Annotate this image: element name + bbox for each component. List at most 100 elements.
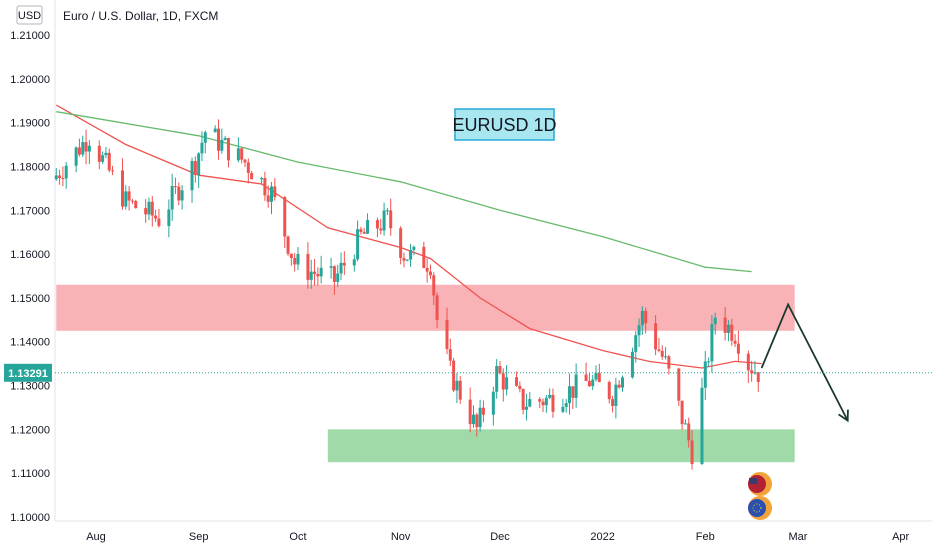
- candle[interactable]: [58, 169, 62, 185]
- candle[interactable]: [597, 363, 601, 383]
- candle[interactable]: [594, 365, 598, 382]
- candle[interactable]: [574, 363, 578, 408]
- candle[interactable]: [399, 226, 403, 265]
- candle[interactable]: [283, 196, 287, 249]
- candle[interactable]: [435, 292, 439, 329]
- candle[interactable]: [614, 377, 618, 419]
- candle[interactable]: [551, 388, 555, 418]
- candle[interactable]: [409, 243, 413, 267]
- candle[interactable]: [177, 182, 181, 206]
- candle[interactable]: [677, 367, 681, 406]
- candle[interactable]: [611, 395, 615, 413]
- candle[interactable]: [657, 338, 661, 353]
- candle[interactable]: [746, 350, 750, 383]
- candle[interactable]: [478, 399, 482, 432]
- candle[interactable]: [250, 170, 254, 180]
- candle[interactable]: [521, 388, 525, 415]
- candle[interactable]: [223, 135, 227, 141]
- candle[interactable]: [667, 354, 671, 375]
- candle[interactable]: [405, 259, 409, 262]
- candle[interactable]: [584, 362, 588, 382]
- candle[interactable]: [680, 400, 684, 431]
- candle[interactable]: [270, 182, 273, 215]
- candle[interactable]: [524, 393, 528, 421]
- candle[interactable]: [445, 307, 449, 355]
- candle[interactable]: [203, 130, 207, 154]
- candle[interactable]: [111, 165, 115, 176]
- annotation-box[interactable]: EURUSD 1D: [452, 108, 557, 141]
- candle[interactable]: [220, 128, 224, 154]
- candle[interactable]: [538, 397, 542, 408]
- candle[interactable]: [81, 135, 85, 157]
- candle[interactable]: [197, 152, 201, 189]
- candle[interactable]: [375, 217, 379, 238]
- candle[interactable]: [240, 147, 244, 164]
- candle[interactable]: [564, 399, 568, 413]
- candle[interactable]: [273, 178, 277, 201]
- candle[interactable]: [561, 398, 565, 414]
- candle[interactable]: [455, 373, 459, 404]
- candle[interactable]: [124, 185, 128, 210]
- candle[interactable]: [471, 405, 475, 428]
- candle[interactable]: [505, 365, 509, 396]
- candle[interactable]: [170, 173, 174, 221]
- candle[interactable]: [425, 258, 429, 283]
- candle[interactable]: [607, 380, 611, 404]
- candle[interactable]: [74, 146, 78, 173]
- candle[interactable]: [359, 226, 363, 235]
- candle[interactable]: [101, 151, 105, 165]
- candle[interactable]: [352, 254, 356, 272]
- candle[interactable]: [412, 245, 416, 256]
- candle[interactable]: [260, 176, 264, 185]
- candle[interactable]: [296, 246, 300, 270]
- candle[interactable]: [571, 386, 575, 409]
- candle[interactable]: [690, 430, 694, 470]
- candle[interactable]: [687, 417, 691, 448]
- candle[interactable]: [402, 252, 406, 268]
- candle[interactable]: [263, 171, 267, 201]
- candle[interactable]: [548, 388, 552, 400]
- candle[interactable]: [448, 338, 452, 367]
- candle[interactable]: [432, 272, 436, 306]
- candle[interactable]: [120, 158, 124, 210]
- candle[interactable]: [144, 199, 148, 223]
- candle[interactable]: [107, 148, 111, 173]
- candle[interactable]: [366, 213, 370, 235]
- candle[interactable]: [104, 147, 108, 159]
- candle[interactable]: [640, 306, 644, 335]
- candle[interactable]: [750, 360, 754, 382]
- candle[interactable]: [180, 185, 184, 210]
- candle[interactable]: [157, 208, 161, 228]
- candle[interactable]: [634, 331, 638, 363]
- candle[interactable]: [468, 387, 472, 433]
- candle[interactable]: [64, 161, 68, 189]
- candle[interactable]: [637, 318, 641, 347]
- candle[interactable]: [587, 372, 591, 387]
- candle[interactable]: [733, 333, 737, 347]
- candle[interactable]: [173, 177, 177, 194]
- candle[interactable]: [654, 315, 658, 356]
- candle[interactable]: [213, 125, 217, 133]
- candle[interactable]: [382, 202, 386, 236]
- candle[interactable]: [683, 419, 687, 425]
- candle[interactable]: [498, 360, 502, 375]
- candle[interactable]: [150, 196, 154, 227]
- candle[interactable]: [495, 359, 499, 399]
- candle[interactable]: [243, 158, 247, 168]
- candle[interactable]: [518, 381, 522, 393]
- candle[interactable]: [316, 267, 320, 286]
- candle[interactable]: [190, 157, 194, 203]
- candle[interactable]: [236, 137, 240, 163]
- candle[interactable]: [723, 307, 727, 341]
- candle[interactable]: [475, 412, 479, 437]
- candle[interactable]: [481, 400, 485, 423]
- candle[interactable]: [147, 197, 151, 221]
- candle[interactable]: [306, 242, 310, 289]
- candle[interactable]: [61, 166, 65, 187]
- candle[interactable]: [452, 357, 456, 393]
- candle[interactable]: [630, 347, 634, 379]
- candle[interactable]: [286, 235, 290, 257]
- candle[interactable]: [217, 119, 221, 160]
- candle[interactable]: [756, 372, 760, 392]
